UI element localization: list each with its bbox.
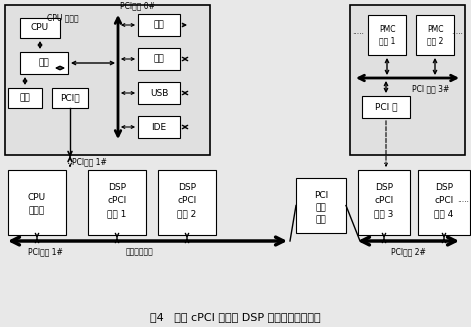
Text: ·····: ····· xyxy=(451,30,463,40)
Bar xyxy=(8,170,66,235)
Bar xyxy=(418,170,470,235)
Text: DSP: DSP xyxy=(108,183,126,192)
Text: ·····: ····· xyxy=(457,198,469,207)
Bar xyxy=(52,88,88,108)
Text: 插板 2: 插板 2 xyxy=(178,209,196,218)
Text: USB: USB xyxy=(150,89,168,97)
Bar xyxy=(20,52,68,74)
Text: 桥接: 桥接 xyxy=(316,203,326,212)
Text: IDE: IDE xyxy=(152,123,167,131)
Text: ·····: ····· xyxy=(352,30,364,40)
Bar xyxy=(138,116,180,138)
Text: 显示: 显示 xyxy=(154,21,164,29)
Text: PCI总线 1#: PCI总线 1# xyxy=(72,157,107,166)
Text: PCI 总线 3#: PCI 总线 3# xyxy=(413,84,450,93)
Bar xyxy=(5,5,210,155)
Bar xyxy=(416,15,454,55)
Bar xyxy=(368,15,406,55)
Text: cPCI: cPCI xyxy=(178,196,196,205)
Bar xyxy=(358,170,410,235)
Bar xyxy=(20,18,60,38)
Text: 主机板: 主机板 xyxy=(29,206,45,215)
Text: CPU: CPU xyxy=(31,24,49,32)
Text: DSP: DSP xyxy=(375,183,393,192)
Text: 子板 1: 子板 1 xyxy=(379,37,395,45)
Text: PMC: PMC xyxy=(427,26,443,35)
Text: PCI总线 2#: PCI总线 2# xyxy=(390,248,425,256)
Text: cPCI: cPCI xyxy=(107,196,127,205)
Bar xyxy=(158,170,216,235)
Text: 插板 3: 插板 3 xyxy=(374,209,394,218)
Text: 无源底板互联: 无源底板互联 xyxy=(126,248,154,256)
Text: PCI 桥: PCI 桥 xyxy=(375,102,397,112)
Bar xyxy=(296,178,346,233)
Text: cPCI: cPCI xyxy=(434,196,454,205)
Bar xyxy=(138,14,180,36)
Text: 图4   基于 cPCI 总线的 DSP 系统的基本结构图: 图4 基于 cPCI 总线的 DSP 系统的基本结构图 xyxy=(150,312,321,322)
Text: PMC: PMC xyxy=(379,26,395,35)
Text: cPCI: cPCI xyxy=(374,196,394,205)
Bar xyxy=(8,88,42,108)
Text: DSP: DSP xyxy=(178,183,196,192)
Text: CPU 主机板: CPU 主机板 xyxy=(47,13,79,22)
Text: CPU: CPU xyxy=(28,193,46,202)
Text: 以太: 以太 xyxy=(154,55,164,63)
Text: 北桥: 北桥 xyxy=(39,59,49,67)
Text: 芯片: 芯片 xyxy=(316,215,326,224)
Bar xyxy=(138,48,180,70)
Bar xyxy=(350,5,465,155)
Text: PCI: PCI xyxy=(314,191,328,200)
Text: 内存: 内存 xyxy=(20,94,30,102)
Text: 插板 1: 插板 1 xyxy=(107,209,127,218)
Bar xyxy=(138,82,180,104)
Bar xyxy=(362,96,410,118)
Text: 插板 4: 插板 4 xyxy=(434,209,454,218)
Text: PCI总线 0#: PCI总线 0# xyxy=(120,1,155,10)
Text: PCI桥: PCI桥 xyxy=(60,94,80,102)
Text: PCI总线 1#: PCI总线 1# xyxy=(28,248,63,256)
Text: 子板 2: 子板 2 xyxy=(427,37,443,45)
Bar xyxy=(88,170,146,235)
Text: DSP: DSP xyxy=(435,183,453,192)
